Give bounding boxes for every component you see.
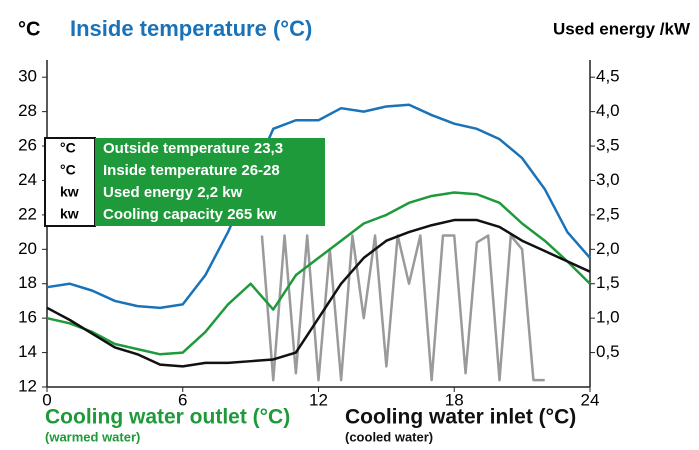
y-tick-label: 26 (18, 136, 37, 155)
y2-tick-label: 0,5 (596, 342, 620, 361)
x-tick-label: 6 (178, 390, 187, 409)
y2-tick-label: 2,5 (596, 204, 620, 223)
series-line (260, 234, 545, 382)
chart-title: Inside temperature (°C) (70, 16, 312, 41)
series-line (46, 103, 591, 310)
y-tick-label: 18 (18, 273, 37, 292)
y-tick-label: 14 (18, 342, 37, 361)
x-tick-label: 0 (42, 390, 51, 409)
y2-tick-label: 4,5 (596, 67, 620, 86)
series-line (46, 191, 591, 356)
x-tick-label: 12 (309, 390, 328, 409)
y-tick-label: 28 (18, 101, 37, 120)
y-unit: °C (18, 18, 40, 40)
legend-unit: °C (60, 140, 76, 156)
legend-text: Cooling capacity 265 kw (103, 206, 277, 223)
series-line (46, 218, 591, 368)
legend-text: Used energy 2,2 kw (103, 184, 243, 201)
y2-tick-label: 4,0 (596, 101, 620, 120)
y2-tick-label: 3,0 (596, 170, 620, 189)
y2-tick-label: 2,0 (596, 239, 620, 258)
x-tick-label: 18 (445, 390, 464, 409)
outlet-note: (warmed water) (45, 429, 140, 444)
legend-unit: °C (60, 162, 76, 178)
legend-unit: kw (60, 206, 79, 222)
y-tick-label: 16 (18, 308, 37, 327)
y2-tick-label: 1,0 (596, 308, 620, 327)
y-tick-label: 24 (18, 170, 37, 189)
y2-tick-label: 1,5 (596, 273, 620, 292)
y2-label: Used energy /kW (553, 19, 691, 38)
legend-unit-box (44, 137, 96, 227)
y2-tick-label: 3,5 (596, 136, 620, 155)
y-tick-label: 20 (18, 239, 37, 258)
x-tick-label: 24 (581, 390, 600, 409)
inlet-note: (cooled water) (345, 429, 433, 444)
outlet-label: Cooling water outlet (°C) (45, 406, 290, 429)
inlet-label: Cooling water inlet (°C) (345, 406, 576, 429)
y-tick-label: 22 (18, 204, 37, 223)
y-tick-label: 30 (18, 67, 37, 86)
legend-text: Outside temperature 23,3 (103, 140, 283, 157)
legend-text: Inside temperature 26-28 (103, 162, 280, 179)
y-tick-label: 12 (18, 376, 37, 395)
legend-text-box (95, 138, 325, 226)
legend-unit: kw (60, 184, 79, 200)
